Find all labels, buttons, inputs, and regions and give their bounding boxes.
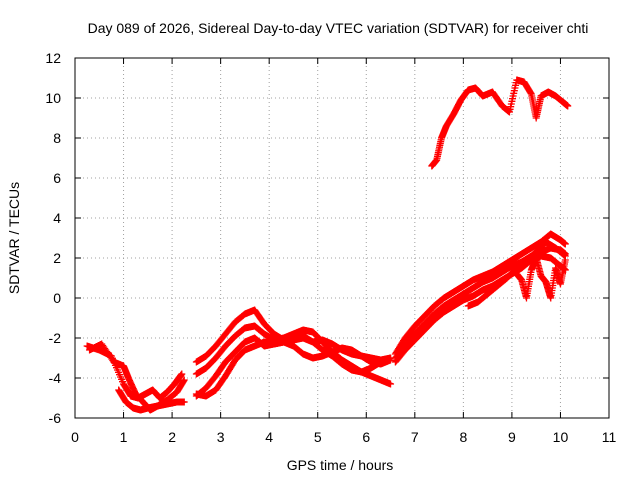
y-axis-label: SDTVAR / TECUs	[6, 182, 22, 294]
x-tick-labels: 0 1 2 3 4 5 6 7 8 9 10 11	[71, 429, 616, 445]
x-tick-label: 2	[168, 429, 176, 445]
series-12	[428, 76, 572, 170]
x-tick-label: 8	[459, 429, 467, 445]
y-tick-label: 10	[45, 90, 61, 106]
data-point	[387, 380, 395, 388]
x-tick-label: 4	[265, 429, 273, 445]
x-tick-label: 1	[120, 429, 128, 445]
data-point	[178, 370, 186, 378]
data-points	[83, 76, 572, 414]
y-tick-label: 8	[53, 130, 61, 146]
x-tick-label: 6	[362, 429, 370, 445]
y-tick-label: -6	[49, 410, 62, 426]
data-point	[387, 356, 395, 364]
x-axis-label: GPS time / hours	[287, 457, 394, 473]
series-6	[192, 338, 395, 400]
y-tick-label: 0	[53, 290, 61, 306]
data-point	[180, 398, 188, 406]
y-tick-label: 4	[53, 210, 61, 226]
data-point	[180, 376, 188, 384]
x-tick-label: 10	[553, 429, 569, 445]
y-tick-label: 12	[45, 50, 61, 66]
y-tick-label: -4	[49, 370, 62, 386]
x-tick-label: 5	[314, 429, 322, 445]
x-tick-label: 0	[71, 429, 79, 445]
y-tick-label: 6	[53, 170, 61, 186]
series-7	[391, 230, 569, 358]
series-2	[115, 386, 188, 414]
chart-title: Day 089 of 2026, Sidereal Day-to-day VTE…	[88, 20, 589, 36]
x-tick-label: 3	[217, 429, 225, 445]
y-tick-label: 2	[53, 250, 61, 266]
y-tick-label: -2	[49, 330, 62, 346]
x-tick-label: 11	[602, 429, 617, 445]
x-tick-label: 7	[411, 429, 419, 445]
x-tick-label: 9	[508, 429, 516, 445]
y-tick-labels: -6 -4 -2 0 2 4 6 8 10 12	[45, 50, 61, 426]
